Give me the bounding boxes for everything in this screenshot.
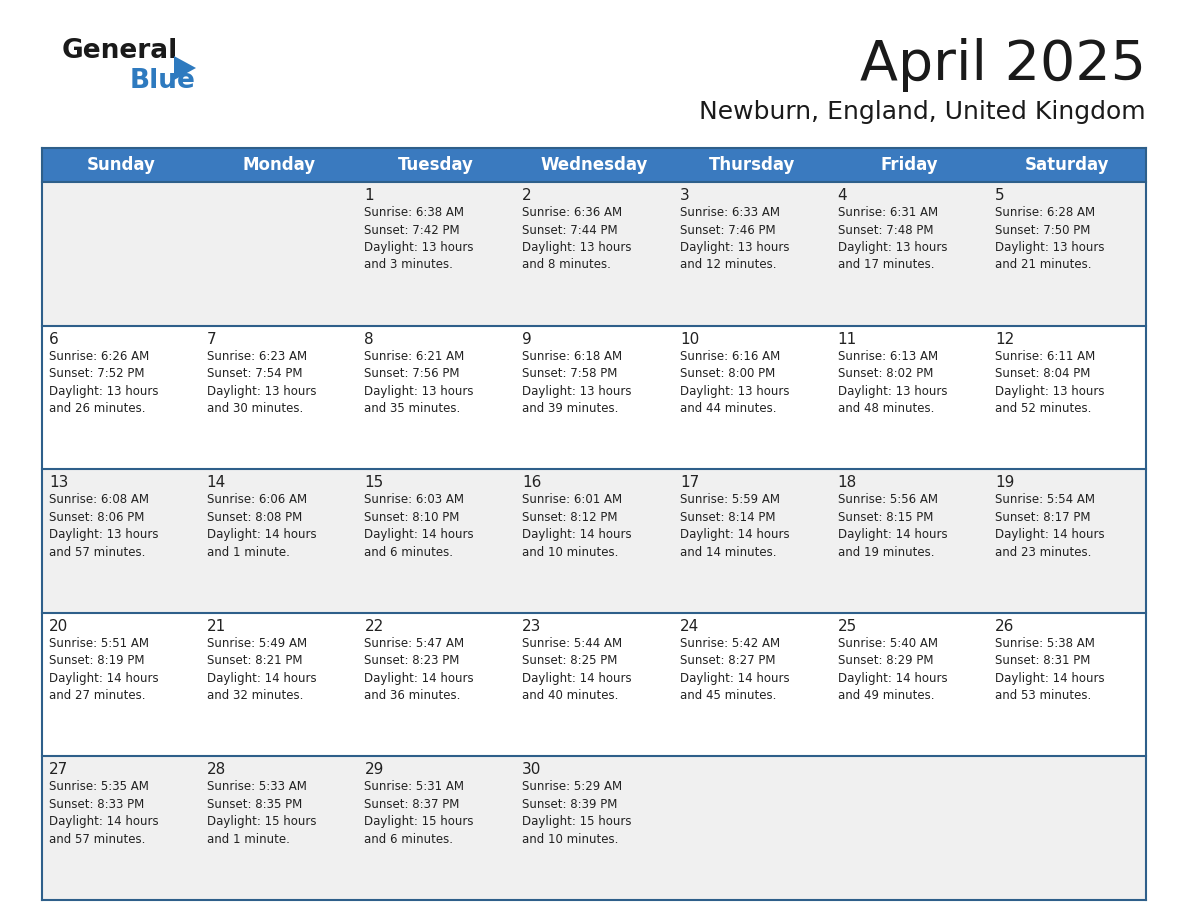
- Text: Friday: Friday: [880, 156, 939, 174]
- Text: 18: 18: [838, 476, 857, 490]
- Text: Sunrise: 6:08 AM
Sunset: 8:06 PM
Daylight: 13 hours
and 57 minutes.: Sunrise: 6:08 AM Sunset: 8:06 PM Dayligh…: [49, 493, 158, 559]
- Bar: [42, 613, 1146, 756]
- Text: Sunrise: 5:59 AM
Sunset: 8:14 PM
Daylight: 14 hours
and 14 minutes.: Sunrise: 5:59 AM Sunset: 8:14 PM Dayligh…: [680, 493, 790, 559]
- Bar: [42, 756, 1146, 900]
- Text: 9: 9: [523, 331, 532, 347]
- Text: Sunday: Sunday: [87, 156, 156, 174]
- Text: 28: 28: [207, 763, 226, 778]
- Text: 22: 22: [365, 619, 384, 633]
- Text: 24: 24: [680, 619, 699, 633]
- Text: 11: 11: [838, 331, 857, 347]
- Text: Sunrise: 5:54 AM
Sunset: 8:17 PM
Daylight: 14 hours
and 23 minutes.: Sunrise: 5:54 AM Sunset: 8:17 PM Dayligh…: [996, 493, 1105, 559]
- Text: Saturday: Saturday: [1025, 156, 1110, 174]
- Text: 15: 15: [365, 476, 384, 490]
- Text: 30: 30: [523, 763, 542, 778]
- Text: Sunrise: 6:23 AM
Sunset: 7:54 PM
Daylight: 13 hours
and 30 minutes.: Sunrise: 6:23 AM Sunset: 7:54 PM Dayligh…: [207, 350, 316, 415]
- Text: Sunrise: 5:42 AM
Sunset: 8:27 PM
Daylight: 14 hours
and 45 minutes.: Sunrise: 5:42 AM Sunset: 8:27 PM Dayligh…: [680, 637, 790, 702]
- Text: Wednesday: Wednesday: [541, 156, 647, 174]
- Text: Sunrise: 5:47 AM
Sunset: 8:23 PM
Daylight: 14 hours
and 36 minutes.: Sunrise: 5:47 AM Sunset: 8:23 PM Dayligh…: [365, 637, 474, 702]
- Text: Sunrise: 6:11 AM
Sunset: 8:04 PM
Daylight: 13 hours
and 52 minutes.: Sunrise: 6:11 AM Sunset: 8:04 PM Dayligh…: [996, 350, 1105, 415]
- Polygon shape: [173, 56, 196, 80]
- Text: Sunrise: 5:44 AM
Sunset: 8:25 PM
Daylight: 14 hours
and 40 minutes.: Sunrise: 5:44 AM Sunset: 8:25 PM Dayligh…: [523, 637, 632, 702]
- Text: April 2025: April 2025: [860, 38, 1146, 92]
- Text: Blue: Blue: [129, 68, 196, 94]
- Text: 19: 19: [996, 476, 1015, 490]
- Text: 25: 25: [838, 619, 857, 633]
- Text: Sunrise: 5:33 AM
Sunset: 8:35 PM
Daylight: 15 hours
and 1 minute.: Sunrise: 5:33 AM Sunset: 8:35 PM Dayligh…: [207, 780, 316, 845]
- Text: Sunrise: 6:16 AM
Sunset: 8:00 PM
Daylight: 13 hours
and 44 minutes.: Sunrise: 6:16 AM Sunset: 8:00 PM Dayligh…: [680, 350, 789, 415]
- Text: Tuesday: Tuesday: [398, 156, 474, 174]
- Text: Sunrise: 6:01 AM
Sunset: 8:12 PM
Daylight: 14 hours
and 10 minutes.: Sunrise: 6:01 AM Sunset: 8:12 PM Dayligh…: [523, 493, 632, 559]
- Text: 29: 29: [365, 763, 384, 778]
- Text: 16: 16: [523, 476, 542, 490]
- Text: Sunrise: 5:40 AM
Sunset: 8:29 PM
Daylight: 14 hours
and 49 minutes.: Sunrise: 5:40 AM Sunset: 8:29 PM Dayligh…: [838, 637, 947, 702]
- Text: 21: 21: [207, 619, 226, 633]
- Text: 23: 23: [523, 619, 542, 633]
- Text: Sunrise: 5:35 AM
Sunset: 8:33 PM
Daylight: 14 hours
and 57 minutes.: Sunrise: 5:35 AM Sunset: 8:33 PM Dayligh…: [49, 780, 159, 845]
- Text: Sunrise: 6:18 AM
Sunset: 7:58 PM
Daylight: 13 hours
and 39 minutes.: Sunrise: 6:18 AM Sunset: 7:58 PM Dayligh…: [523, 350, 632, 415]
- Text: Sunrise: 5:38 AM
Sunset: 8:31 PM
Daylight: 14 hours
and 53 minutes.: Sunrise: 5:38 AM Sunset: 8:31 PM Dayligh…: [996, 637, 1105, 702]
- Text: 7: 7: [207, 331, 216, 347]
- Text: Sunrise: 6:26 AM
Sunset: 7:52 PM
Daylight: 13 hours
and 26 minutes.: Sunrise: 6:26 AM Sunset: 7:52 PM Dayligh…: [49, 350, 158, 415]
- Text: Sunrise: 5:56 AM
Sunset: 8:15 PM
Daylight: 14 hours
and 19 minutes.: Sunrise: 5:56 AM Sunset: 8:15 PM Dayligh…: [838, 493, 947, 559]
- Text: 1: 1: [365, 188, 374, 203]
- Text: Sunrise: 6:36 AM
Sunset: 7:44 PM
Daylight: 13 hours
and 8 minutes.: Sunrise: 6:36 AM Sunset: 7:44 PM Dayligh…: [523, 206, 632, 272]
- Text: 20: 20: [49, 619, 68, 633]
- Text: Sunrise: 5:51 AM
Sunset: 8:19 PM
Daylight: 14 hours
and 27 minutes.: Sunrise: 5:51 AM Sunset: 8:19 PM Dayligh…: [49, 637, 159, 702]
- Text: 14: 14: [207, 476, 226, 490]
- Text: Newburn, England, United Kingdom: Newburn, England, United Kingdom: [700, 100, 1146, 124]
- Text: 10: 10: [680, 331, 699, 347]
- Text: Thursday: Thursday: [708, 156, 795, 174]
- Text: Sunrise: 6:03 AM
Sunset: 8:10 PM
Daylight: 14 hours
and 6 minutes.: Sunrise: 6:03 AM Sunset: 8:10 PM Dayligh…: [365, 493, 474, 559]
- Text: 17: 17: [680, 476, 699, 490]
- Text: Sunrise: 6:28 AM
Sunset: 7:50 PM
Daylight: 13 hours
and 21 minutes.: Sunrise: 6:28 AM Sunset: 7:50 PM Dayligh…: [996, 206, 1105, 272]
- Bar: [42, 326, 1146, 469]
- Text: Sunrise: 6:33 AM
Sunset: 7:46 PM
Daylight: 13 hours
and 12 minutes.: Sunrise: 6:33 AM Sunset: 7:46 PM Dayligh…: [680, 206, 789, 272]
- Text: General: General: [62, 38, 178, 64]
- Text: Sunrise: 5:31 AM
Sunset: 8:37 PM
Daylight: 15 hours
and 6 minutes.: Sunrise: 5:31 AM Sunset: 8:37 PM Dayligh…: [365, 780, 474, 845]
- Text: Sunrise: 5:29 AM
Sunset: 8:39 PM
Daylight: 15 hours
and 10 minutes.: Sunrise: 5:29 AM Sunset: 8:39 PM Dayligh…: [523, 780, 632, 845]
- Text: 5: 5: [996, 188, 1005, 203]
- Text: Sunrise: 6:21 AM
Sunset: 7:56 PM
Daylight: 13 hours
and 35 minutes.: Sunrise: 6:21 AM Sunset: 7:56 PM Dayligh…: [365, 350, 474, 415]
- Text: 13: 13: [49, 476, 69, 490]
- Text: Sunrise: 6:13 AM
Sunset: 8:02 PM
Daylight: 13 hours
and 48 minutes.: Sunrise: 6:13 AM Sunset: 8:02 PM Dayligh…: [838, 350, 947, 415]
- Text: Sunrise: 5:49 AM
Sunset: 8:21 PM
Daylight: 14 hours
and 32 minutes.: Sunrise: 5:49 AM Sunset: 8:21 PM Dayligh…: [207, 637, 316, 702]
- Text: 8: 8: [365, 331, 374, 347]
- Bar: [42, 148, 1146, 182]
- Bar: [42, 469, 1146, 613]
- Text: 12: 12: [996, 331, 1015, 347]
- Text: 27: 27: [49, 763, 68, 778]
- Text: Sunrise: 6:31 AM
Sunset: 7:48 PM
Daylight: 13 hours
and 17 minutes.: Sunrise: 6:31 AM Sunset: 7:48 PM Dayligh…: [838, 206, 947, 272]
- Text: 2: 2: [523, 188, 532, 203]
- Text: Sunrise: 6:06 AM
Sunset: 8:08 PM
Daylight: 14 hours
and 1 minute.: Sunrise: 6:06 AM Sunset: 8:08 PM Dayligh…: [207, 493, 316, 559]
- Text: 26: 26: [996, 619, 1015, 633]
- Text: 3: 3: [680, 188, 689, 203]
- Text: Monday: Monday: [242, 156, 315, 174]
- Text: Sunrise: 6:38 AM
Sunset: 7:42 PM
Daylight: 13 hours
and 3 minutes.: Sunrise: 6:38 AM Sunset: 7:42 PM Dayligh…: [365, 206, 474, 272]
- Text: 6: 6: [49, 331, 58, 347]
- Bar: [42, 182, 1146, 326]
- Text: 4: 4: [838, 188, 847, 203]
